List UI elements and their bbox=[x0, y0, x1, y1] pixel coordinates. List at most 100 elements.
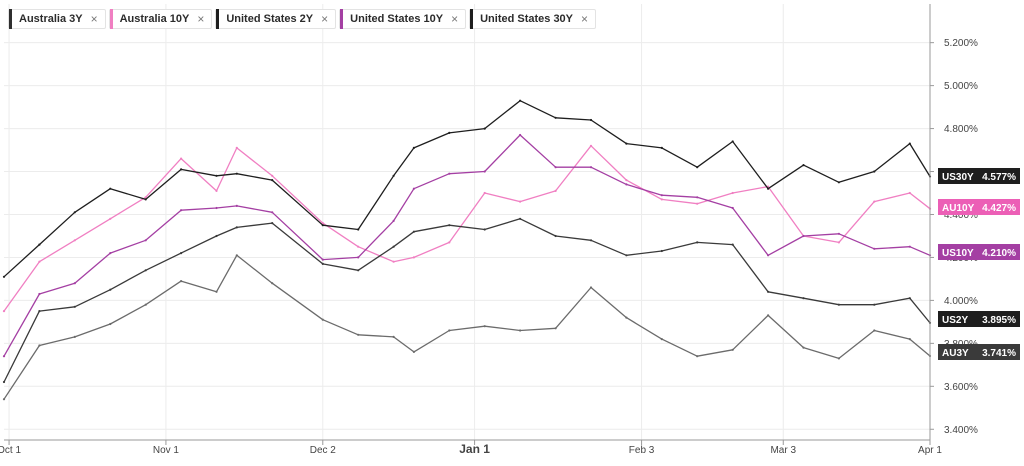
legend-chip-australia-10y[interactable]: Australia 10Y × bbox=[108, 9, 213, 29]
value-tag-bg bbox=[938, 168, 1020, 184]
data-point-us30y bbox=[625, 142, 628, 145]
data-point-us10y bbox=[109, 252, 112, 255]
data-point-us2y bbox=[2, 380, 6, 384]
data-point-au10y bbox=[837, 241, 841, 244]
data-point-au3y bbox=[767, 314, 770, 317]
data-point-au3y bbox=[271, 282, 274, 285]
data-point-us2y bbox=[802, 297, 805, 300]
close-icon[interactable]: × bbox=[90, 12, 98, 26]
data-point-us2y bbox=[589, 239, 593, 242]
data-point-us30y bbox=[660, 146, 663, 149]
data-point-us2y bbox=[696, 241, 699, 244]
value-tag-bg bbox=[938, 344, 1020, 360]
series-line-au3y bbox=[3, 254, 931, 400]
data-point-us30y bbox=[731, 140, 734, 143]
data-point-us10y bbox=[357, 256, 360, 259]
data-point-au3y bbox=[215, 290, 218, 293]
data-point-au3y bbox=[109, 322, 112, 326]
data-point-us10y bbox=[412, 187, 415, 190]
data-point-us30y bbox=[73, 211, 76, 214]
data-point-us10y bbox=[73, 282, 76, 285]
data-point-au3y bbox=[625, 316, 628, 319]
value-tag-name: US30Y bbox=[942, 172, 974, 183]
data-point-us30y bbox=[109, 187, 112, 190]
data-point-us2y bbox=[519, 217, 522, 220]
data-point-au3y bbox=[321, 318, 324, 321]
series-line-au10y bbox=[3, 145, 931, 312]
data-point-au3y bbox=[38, 344, 41, 347]
data-point-us30y bbox=[589, 118, 593, 122]
data-point-au10y bbox=[554, 189, 557, 192]
data-point-au3y bbox=[589, 286, 593, 289]
data-point-us2y bbox=[235, 226, 238, 229]
data-point-us2y bbox=[38, 310, 41, 313]
data-point-us10y bbox=[873, 247, 876, 250]
legend-swatch bbox=[216, 9, 220, 29]
y-tick-label: 5.000% bbox=[944, 81, 978, 92]
data-point-au10y bbox=[235, 146, 238, 149]
data-point-au3y bbox=[412, 350, 415, 353]
data-point-us2y bbox=[412, 230, 415, 233]
data-point-us30y bbox=[554, 116, 557, 119]
data-point-us30y bbox=[873, 170, 876, 173]
data-point-us10y bbox=[837, 232, 841, 235]
legend-swatch bbox=[109, 9, 113, 29]
x-tick-label: Apr 1 bbox=[918, 445, 942, 456]
data-point-au10y bbox=[483, 191, 486, 195]
legend-chip-united-states-30y[interactable]: United States 30Y × bbox=[469, 9, 597, 29]
value-tag-value: 4.577% bbox=[982, 172, 1016, 183]
legend-label: Australia 10Y bbox=[119, 13, 190, 25]
data-point-us2y bbox=[731, 243, 734, 246]
legend-chip-australia-3y[interactable]: Australia 3Y × bbox=[8, 9, 106, 29]
series-line-us10y bbox=[3, 134, 931, 357]
value-tag-us10y: US10Y 4.210% bbox=[938, 244, 1020, 260]
data-point-au3y bbox=[837, 357, 841, 360]
value-tag-bg bbox=[938, 244, 1020, 260]
close-icon[interactable]: × bbox=[581, 12, 589, 26]
data-point-au10y bbox=[321, 222, 324, 225]
value-tag-name: US2Y bbox=[942, 315, 968, 326]
data-point-us30y bbox=[908, 142, 911, 145]
close-icon[interactable]: × bbox=[321, 12, 329, 26]
data-point-au10y bbox=[180, 157, 183, 160]
data-point-us2y bbox=[215, 234, 218, 238]
data-point-us10y bbox=[144, 239, 147, 242]
y-tick-label: 3.400% bbox=[944, 425, 978, 436]
value-tag-us30y: US30Y 4.577% bbox=[938, 168, 1020, 184]
legend-swatch bbox=[470, 9, 474, 29]
data-point-us10y bbox=[38, 292, 41, 296]
legend-chip-united-states-10y[interactable]: United States 10Y × bbox=[339, 9, 467, 29]
data-point-au10y bbox=[392, 260, 395, 263]
close-icon[interactable]: × bbox=[451, 12, 459, 26]
x-tick-label: Feb 3 bbox=[629, 445, 655, 456]
data-point-us2y bbox=[448, 224, 451, 227]
value-tag-bg bbox=[938, 199, 1020, 215]
data-point-us2y bbox=[554, 234, 557, 238]
data-point-us10y bbox=[908, 245, 911, 248]
data-point-us10y bbox=[660, 194, 663, 197]
data-point-us30y bbox=[837, 181, 841, 184]
data-point-us30y bbox=[519, 99, 522, 102]
data-point-us2y bbox=[144, 269, 147, 272]
data-point-us10y bbox=[731, 206, 734, 210]
data-point-au3y bbox=[554, 327, 557, 330]
legend: Australia 3Y × Australia 10Y × United St… bbox=[8, 9, 597, 31]
legend-chip-united-states-2y[interactable]: United States 2Y × bbox=[215, 9, 337, 29]
close-icon[interactable]: × bbox=[197, 12, 205, 26]
data-point-us10y bbox=[589, 166, 593, 169]
value-tag-au3y: AU3Y 3.741% bbox=[938, 344, 1020, 360]
data-point-us10y bbox=[802, 234, 805, 238]
data-point-au10y bbox=[908, 191, 911, 195]
data-point-au3y bbox=[357, 333, 360, 336]
data-point-us2y bbox=[873, 303, 876, 306]
value-tag-us2y: US2Y 3.895% bbox=[938, 311, 1020, 327]
axis-layer: Oct 1 Nov 1 Dec 2 Jan 1 Feb 3 Mar 3 Apr 13.400… bbox=[0, 4, 978, 456]
legend-swatch bbox=[340, 9, 344, 29]
data-point-us10y bbox=[554, 166, 557, 169]
data-point-us30y bbox=[321, 224, 324, 227]
series-layer bbox=[2, 99, 932, 401]
tag-layer: AU3Y 3.741% AU10Y 4.427% US2Y 3.895% US10Y 4.21… bbox=[938, 168, 1020, 360]
data-point-us30y bbox=[235, 172, 238, 175]
data-point-us30y bbox=[38, 243, 41, 246]
